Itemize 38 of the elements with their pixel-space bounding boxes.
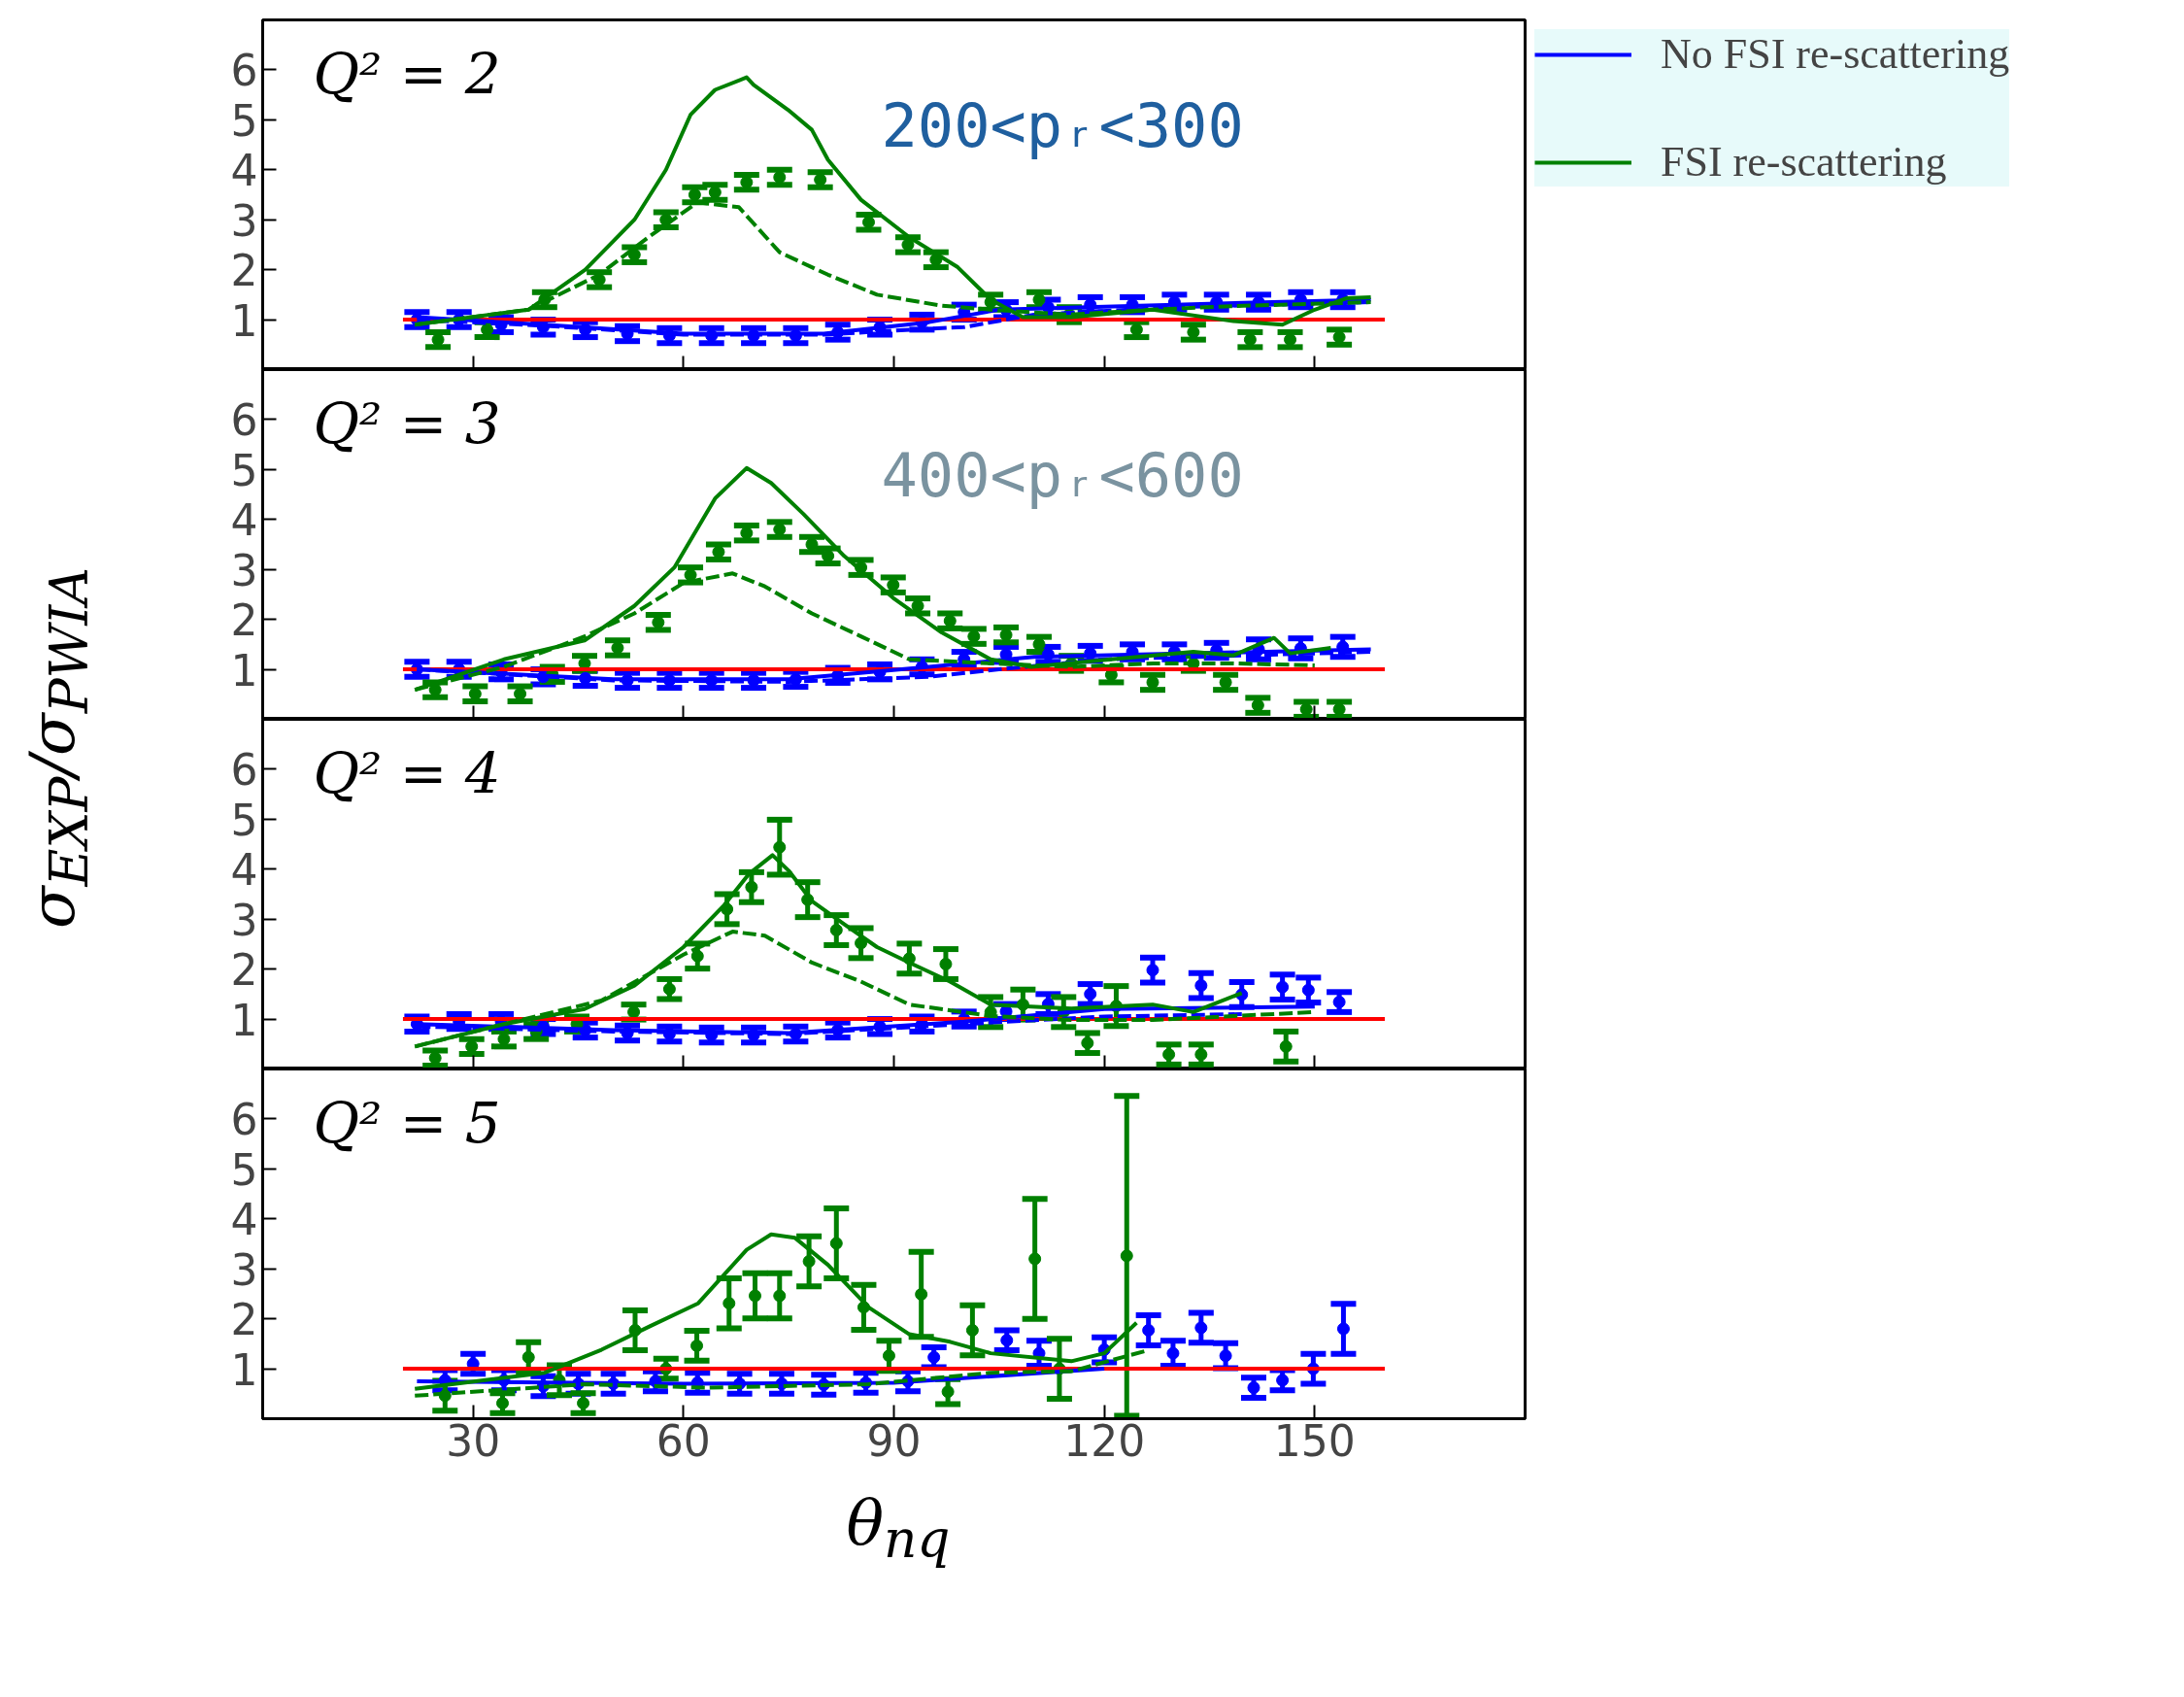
annotation: Q² = 2 bbox=[313, 41, 501, 108]
y-tick-label: 3 bbox=[230, 195, 258, 246]
y-tick-label: 3 bbox=[230, 895, 258, 945]
y-tick-label: 6 bbox=[230, 395, 258, 446]
annotation: 200<pᵣ<300 bbox=[881, 89, 1244, 161]
y-tick-label: 4 bbox=[230, 1195, 258, 1245]
x-tick-label: 60 bbox=[655, 1415, 711, 1466]
y-tick-label: 2 bbox=[230, 595, 258, 646]
y-tick-label: 1 bbox=[230, 995, 258, 1045]
y-tick-label: 5 bbox=[230, 95, 258, 146]
annotation: Q² = 4 bbox=[313, 740, 501, 807]
x-tick-label: 150 bbox=[1273, 1415, 1356, 1466]
y-tick-label: 3 bbox=[230, 545, 258, 595]
x-tick-label: 30 bbox=[446, 1415, 501, 1466]
x-tick-label: 120 bbox=[1063, 1415, 1146, 1466]
y-tick-label: 6 bbox=[230, 745, 258, 796]
y-tick-label: 5 bbox=[230, 445, 258, 495]
y-tick-label: 2 bbox=[230, 246, 258, 296]
y-tick-label: 4 bbox=[230, 495, 258, 546]
y-tick-label: 1 bbox=[230, 295, 258, 346]
annotation: Q² = 5 bbox=[313, 1090, 501, 1157]
y-tick-label: 4 bbox=[230, 146, 258, 196]
y-tick-label: 1 bbox=[230, 1344, 258, 1395]
annotation: Q² = 3 bbox=[313, 390, 501, 458]
y-tick-label: 1 bbox=[230, 645, 258, 696]
y-tick-label: 3 bbox=[230, 1244, 258, 1295]
y-tick-label: 2 bbox=[230, 1295, 258, 1345]
annotation: 400<pᵣ<600 bbox=[881, 439, 1244, 511]
legend-label: FSI re-scattering bbox=[1661, 137, 1947, 187]
y-tick-label: 2 bbox=[230, 945, 258, 996]
y-tick-label: 6 bbox=[230, 1095, 258, 1145]
y-tick-label: 4 bbox=[230, 845, 258, 896]
y-tick-label: 6 bbox=[230, 46, 258, 96]
legend-label: No FSI re-scattering bbox=[1661, 29, 2010, 79]
y-tick-label: 5 bbox=[230, 1144, 258, 1195]
x-tick-label: 90 bbox=[866, 1415, 922, 1466]
x-axis-title: θ$_{nq}$ bbox=[845, 1486, 952, 1570]
y-tick-label: 5 bbox=[230, 795, 258, 845]
